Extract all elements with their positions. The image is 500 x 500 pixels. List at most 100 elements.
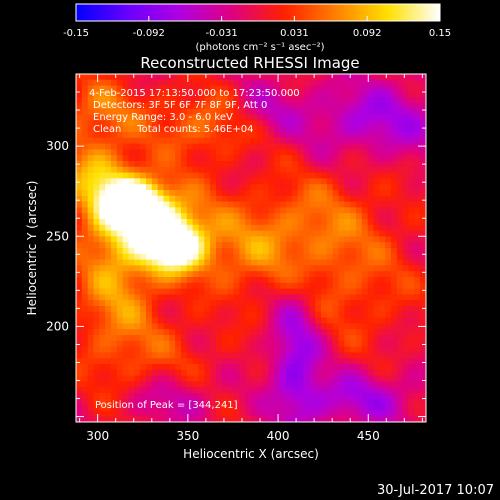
heatmap-cell: [239, 416, 246, 422]
heatmap-cell: [391, 172, 398, 179]
heatmap-cell: [286, 375, 293, 382]
heatmap-cell: [356, 265, 363, 272]
heatmap-cell: [105, 317, 112, 324]
heatmap-cell: [373, 161, 380, 168]
heatmap-cell: [297, 306, 305, 313]
heatmap-cell: [116, 166, 124, 174]
heatmap-cell: [286, 277, 293, 284]
heatmap-cell: [216, 161, 223, 168]
heatmap-cell: [151, 143, 159, 150]
heatmap-cell: [116, 306, 124, 313]
heatmap-cell: [81, 340, 89, 348]
heatmap-cell: [309, 294, 316, 301]
heatmap-cell: [315, 340, 322, 348]
heatmap-cell: [280, 137, 287, 145]
heatmap-cell: [76, 201, 83, 208]
heatmap-cell: [291, 398, 299, 406]
heatmap-cell: [87, 149, 95, 156]
heatmap-cell: [309, 172, 316, 179]
heatmap-cell: [256, 79, 264, 87]
heatmap-cell: [221, 97, 229, 104]
heatmap-cell: [332, 207, 340, 214]
heatmap-cell: [297, 108, 305, 116]
heatmap-cell: [128, 317, 135, 324]
heatmap-cell: [87, 224, 95, 232]
heatmap-cell: [367, 178, 375, 185]
heatmap-cell: [396, 404, 404, 411]
heatmap-cell: [105, 207, 112, 214]
heatmap-cell: [157, 213, 165, 220]
heatmap-cell: [163, 404, 170, 411]
heatmap-cell: [93, 149, 100, 156]
heatmap-cell: [350, 398, 357, 406]
heatmap-cell: [414, 143, 421, 150]
heatmap-cell: [116, 108, 124, 116]
heatmap-cell: [396, 79, 404, 87]
heatmap-cell: [385, 201, 392, 208]
heatmap-cell: [81, 230, 89, 237]
heatmap-cell: [379, 306, 386, 313]
heatmap-cell: [169, 236, 176, 243]
heatmap-cell: [361, 236, 369, 243]
heatmap-cell: [87, 91, 95, 98]
heatmap-cell: [122, 207, 130, 214]
heatmap-cell: [157, 149, 165, 156]
heatmap-cell: [122, 74, 130, 81]
heatmap-cell: [274, 416, 281, 422]
heatmap-cell: [163, 410, 170, 417]
heatmap-cell: [76, 393, 83, 400]
heatmap-cell: [268, 393, 275, 400]
heatmap-cell: [367, 236, 375, 243]
heatmap-cell: [134, 207, 141, 214]
heatmap-cell: [268, 265, 275, 272]
heatmap-cell: [169, 207, 176, 214]
heatmap-cell: [268, 294, 275, 301]
heatmap-cell: [391, 161, 398, 168]
heatmap-cell: [239, 132, 246, 139]
heatmap-cell: [274, 253, 281, 261]
heatmap-cell: [76, 166, 83, 174]
heatmap-cell: [175, 277, 182, 284]
heatmap-cell: [175, 346, 182, 353]
heatmap-cell: [396, 306, 404, 313]
heatmap-cell: [361, 155, 369, 162]
heatmap-cell: [175, 329, 182, 336]
heatmap-cell: [128, 161, 135, 168]
heatmap-cell: [116, 294, 124, 301]
heatmap-cell: [245, 248, 252, 255]
heatmap-cell: [245, 329, 252, 336]
heatmap-cell: [402, 364, 410, 371]
heatmap-cell: [356, 369, 363, 377]
colorbar-tick-label: -0.031: [205, 28, 237, 39]
heatmap-cell: [128, 120, 135, 127]
heatmap-cell: [111, 201, 118, 208]
heatmap-cell: [163, 340, 170, 348]
heatmap-cell: [309, 282, 316, 290]
heatmap-cell: [321, 248, 328, 255]
heatmap-cell: [297, 132, 305, 139]
heatmap-cell: [373, 120, 380, 127]
heatmap-cell: [373, 207, 380, 214]
heatmap-cell: [99, 358, 106, 365]
heatmap-cell: [245, 387, 252, 394]
heatmap-cell: [350, 317, 357, 324]
heatmap-cell: [408, 410, 415, 417]
heatmap-cell: [350, 404, 357, 411]
heatmap-cell: [146, 282, 153, 290]
heatmap-cell: [385, 149, 392, 156]
heatmap-cell: [99, 178, 106, 185]
heatmap-cell: [379, 195, 386, 203]
heatmap-cell: [396, 416, 404, 422]
heatmap-cell: [175, 85, 182, 92]
heatmap-cell: [309, 259, 316, 266]
heatmap-cell: [356, 242, 363, 249]
heatmap-cell: [268, 259, 275, 266]
heatmap-cell: [280, 393, 287, 400]
heatmap-cell: [274, 259, 281, 266]
heatmap-cell: [420, 172, 426, 179]
heatmap-cell: [361, 416, 369, 422]
heatmap-cell: [99, 132, 106, 139]
heatmap-cell: [297, 259, 305, 266]
heatmap-cell: [291, 364, 299, 371]
heatmap-cell: [280, 230, 287, 237]
